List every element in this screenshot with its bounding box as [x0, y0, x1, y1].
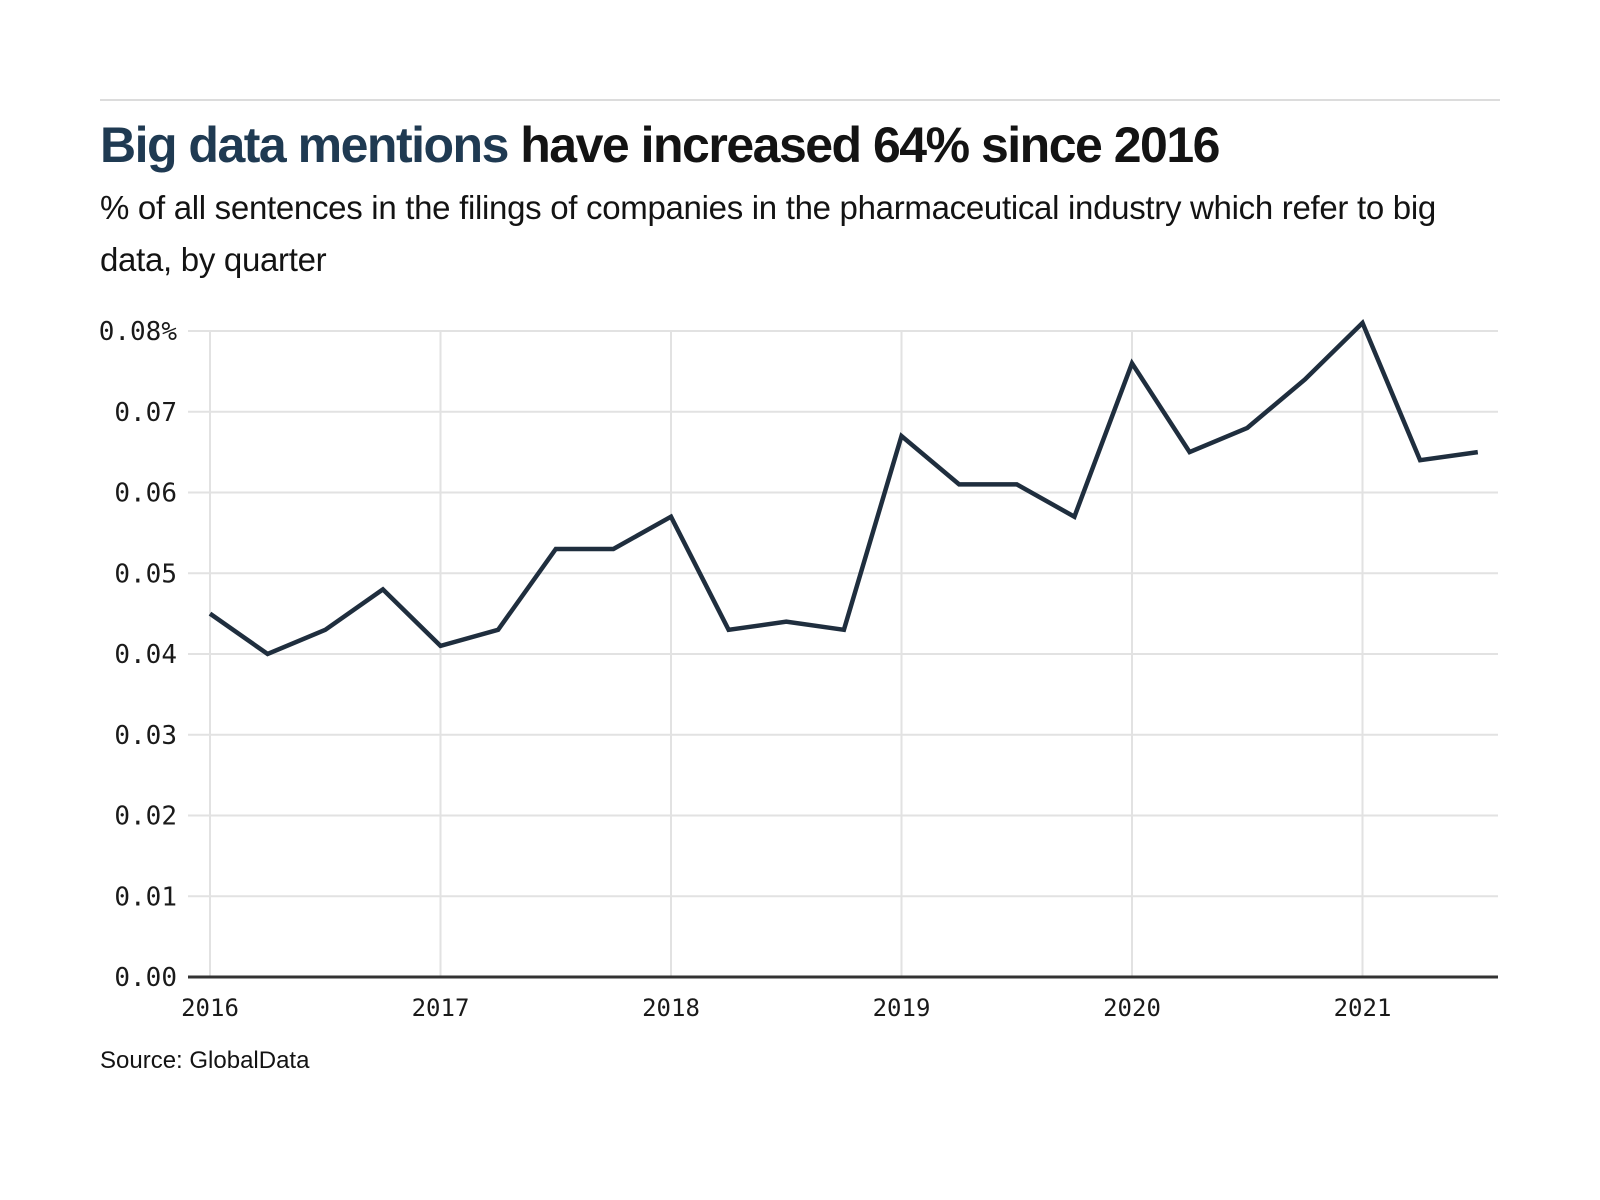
x-tick-label: 2016 [181, 994, 239, 1022]
y-tick-label: 0.05 [114, 559, 177, 589]
top-divider [100, 99, 1500, 101]
x-tick-label: 2021 [1334, 994, 1392, 1022]
y-tick-label: 0.04 [114, 640, 177, 670]
x-tick-label: 2017 [412, 994, 470, 1022]
source-label: Source: GlobalData [100, 1047, 310, 1074]
x-gridlines [209, 331, 1364, 977]
y-tick-label: 0.08% [99, 317, 178, 347]
chart-subtitle: % of all sentences in the filings of com… [100, 189, 1436, 278]
x-tick-label: 2020 [1103, 994, 1161, 1022]
y-tick-labels: 0.08% 0.07 0.06 0.05 0.04 0.03 0.02 0.01 0.00 [99, 317, 178, 993]
y-gridlines [188, 330, 1498, 898]
x-tick-label: 2018 [642, 994, 700, 1022]
y-tick-label: 0.02 [114, 802, 177, 832]
chart-title-rest: have increased 64% since 2016 [507, 117, 1220, 173]
y-tick-label: 0.01 [114, 882, 177, 912]
chart-title-highlight: Big data mentions [100, 117, 509, 173]
y-tick-label: 0.07 [114, 398, 177, 428]
chart-title: Big data mentions have increased 64% sin… [100, 116, 1520, 174]
y-tick-label: 0.03 [114, 721, 177, 751]
x-tick-labels: 2016 2017 2018 2019 2020 2021 [181, 994, 1391, 1022]
x-tick-label: 2019 [873, 994, 931, 1022]
y-tick-label: 0.06 [114, 479, 177, 509]
y-tick-label: 0.00 [114, 963, 177, 993]
data-line [208, 318, 1479, 657]
